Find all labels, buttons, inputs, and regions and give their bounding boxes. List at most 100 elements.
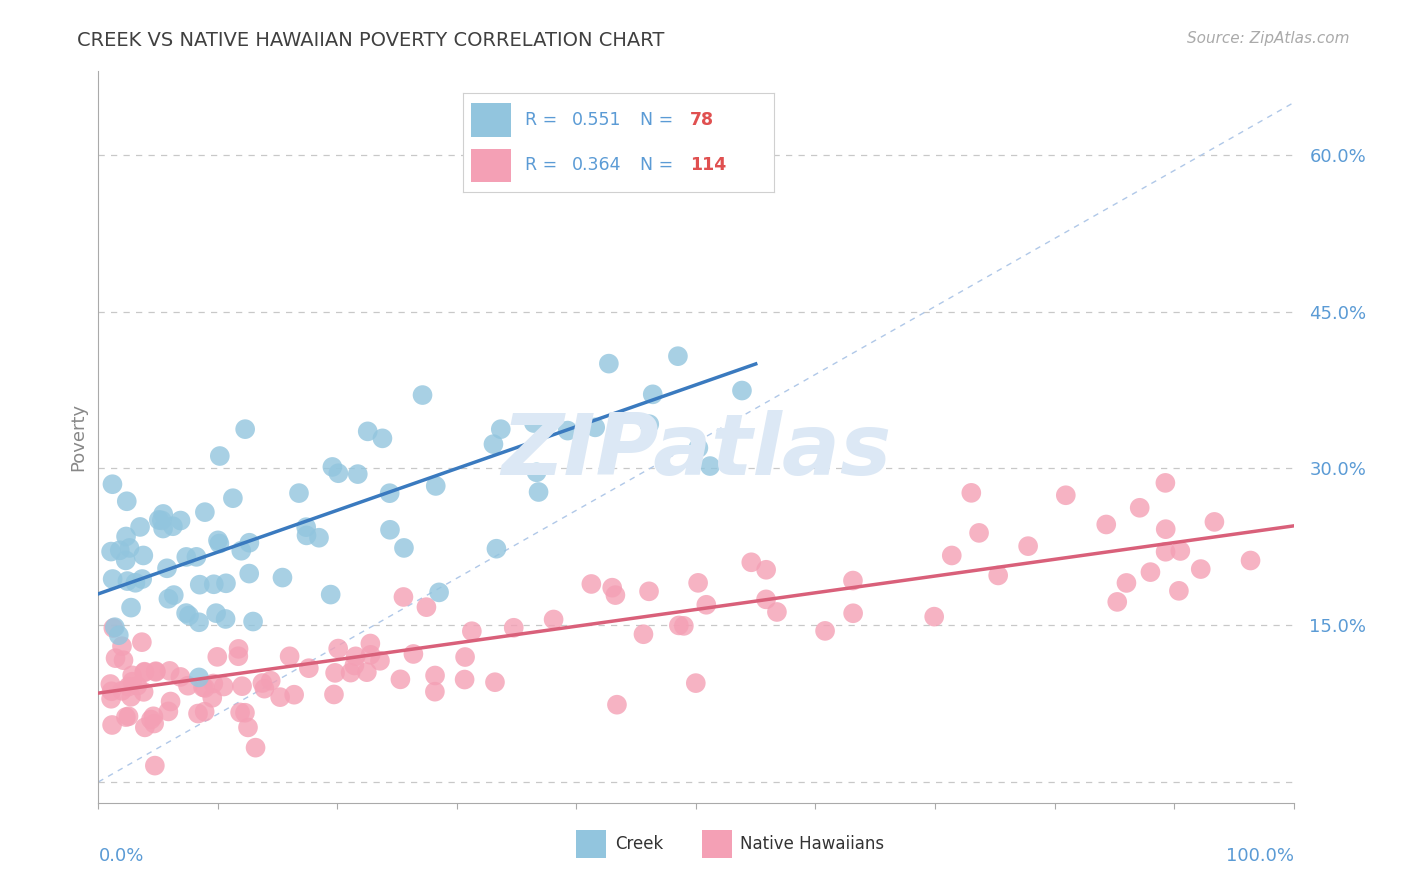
- Point: [208, 449, 231, 463]
- Point: [205, 606, 228, 620]
- Point: [814, 624, 837, 638]
- Point: [242, 615, 264, 629]
- Point: [231, 679, 253, 693]
- Point: [117, 709, 139, 723]
- Point: [169, 670, 191, 684]
- Point: [208, 536, 231, 550]
- Point: [238, 535, 260, 549]
- Point: [766, 605, 789, 619]
- Point: [188, 577, 211, 591]
- Point: [328, 467, 350, 481]
- Point: [260, 673, 283, 688]
- Point: [641, 387, 664, 401]
- Point: [127, 679, 149, 693]
- FancyBboxPatch shape: [702, 830, 733, 858]
- Point: [188, 615, 211, 630]
- Point: [104, 651, 127, 665]
- Point: [485, 541, 508, 556]
- Point: [740, 555, 762, 569]
- Point: [402, 647, 425, 661]
- Point: [214, 612, 236, 626]
- Point: [1239, 553, 1261, 567]
- Point: [145, 665, 167, 679]
- Point: [157, 591, 180, 606]
- Point: [731, 384, 754, 398]
- Point: [638, 417, 661, 432]
- Point: [1107, 595, 1129, 609]
- Y-axis label: Poverty: Poverty: [69, 403, 87, 471]
- Point: [598, 357, 620, 371]
- Point: [194, 505, 217, 519]
- Point: [1017, 539, 1039, 553]
- Point: [415, 600, 437, 615]
- Point: [1129, 500, 1152, 515]
- Point: [526, 465, 548, 479]
- Point: [120, 690, 142, 704]
- Point: [108, 543, 131, 558]
- Point: [191, 680, 214, 694]
- Point: [1167, 583, 1189, 598]
- Point: [523, 416, 546, 430]
- Point: [194, 681, 217, 695]
- Point: [100, 691, 122, 706]
- Point: [229, 706, 252, 720]
- Point: [121, 674, 143, 689]
- Point: [423, 668, 446, 682]
- Point: [389, 673, 412, 687]
- Point: [1154, 545, 1177, 559]
- Point: [1204, 515, 1226, 529]
- Text: Creek: Creek: [614, 835, 664, 853]
- Point: [295, 528, 318, 542]
- Point: [278, 649, 301, 664]
- Point: [152, 507, 174, 521]
- Point: [177, 608, 200, 623]
- Point: [688, 441, 710, 455]
- Point: [269, 690, 291, 705]
- Point: [139, 713, 162, 727]
- Point: [231, 543, 253, 558]
- Point: [202, 577, 225, 591]
- Point: [201, 690, 224, 705]
- Text: 0.0%: 0.0%: [98, 847, 143, 864]
- Point: [131, 572, 153, 586]
- Point: [103, 621, 125, 635]
- Point: [699, 458, 721, 473]
- Point: [755, 563, 778, 577]
- Point: [412, 388, 434, 402]
- Point: [321, 459, 343, 474]
- Point: [581, 577, 603, 591]
- Point: [108, 628, 131, 642]
- Point: [114, 553, 136, 567]
- Point: [666, 349, 689, 363]
- Point: [941, 549, 963, 563]
- Point: [638, 584, 661, 599]
- Point: [288, 486, 311, 500]
- Point: [271, 571, 294, 585]
- Point: [104, 620, 127, 634]
- Text: Native Hawaiians: Native Hawaiians: [740, 835, 884, 853]
- Point: [134, 665, 156, 679]
- Point: [111, 639, 134, 653]
- Point: [343, 658, 366, 673]
- Point: [392, 541, 415, 555]
- Point: [245, 740, 267, 755]
- Point: [117, 574, 139, 588]
- Point: [148, 513, 170, 527]
- Point: [207, 533, 229, 548]
- Point: [371, 431, 394, 445]
- Point: [688, 575, 710, 590]
- Point: [186, 549, 208, 564]
- Point: [1095, 517, 1118, 532]
- Point: [600, 581, 623, 595]
- Point: [194, 705, 217, 719]
- Point: [633, 627, 655, 641]
- Point: [308, 531, 330, 545]
- Text: ZIPatlas: ZIPatlas: [501, 410, 891, 493]
- Point: [425, 479, 447, 493]
- Point: [145, 664, 167, 678]
- Point: [1189, 562, 1212, 576]
- Point: [132, 685, 155, 699]
- Point: [238, 566, 260, 581]
- Point: [423, 684, 446, 698]
- Point: [359, 636, 381, 650]
